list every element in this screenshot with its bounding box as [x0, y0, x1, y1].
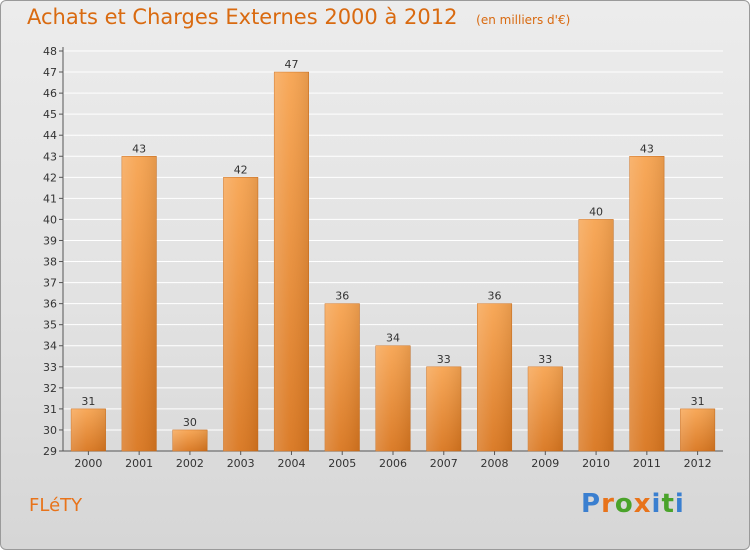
y-tick-label: 45 — [43, 108, 57, 121]
bar-shine-2008 — [477, 303, 512, 451]
x-tick-label-2000: 2000 — [74, 457, 102, 470]
bar-shine-2009 — [528, 366, 563, 451]
data-label-2007: 33 — [437, 353, 451, 366]
x-tick-label-2008: 2008 — [481, 457, 509, 470]
y-tick-label: 31 — [43, 403, 57, 416]
y-tick-label: 30 — [43, 424, 57, 437]
title-text: Achats et Charges Externes 2000 à 2012 — [27, 5, 458, 29]
logo-letter: P — [581, 489, 602, 519]
data-label-2008: 36 — [488, 290, 502, 303]
bar-chart: 29 30 31 32 33 34 35 36 37 38 39 40 41 42 43 44 45 46 47 48… — [43, 45, 723, 470]
x-tick-label-2007: 2007 — [430, 457, 458, 470]
data-label-2000: 31 — [81, 395, 95, 408]
logo-letter: x — [633, 489, 652, 519]
y-tick-label: 43 — [43, 150, 57, 163]
y-tick-label: 42 — [43, 171, 57, 184]
x-tick-label-2006: 2006 — [379, 457, 407, 470]
logo-letter: i — [674, 489, 685, 519]
x-tick-label-2005: 2005 — [328, 457, 356, 470]
y-tick-label: 33 — [43, 361, 57, 374]
bar-shine-2007 — [426, 366, 462, 451]
data-label-2005: 36 — [335, 290, 349, 303]
x-tick-label-2012: 2012 — [684, 457, 712, 470]
y-tick-label: 38 — [43, 256, 57, 269]
bar-shine-2004 — [274, 72, 309, 451]
x-tick-label-2004: 2004 — [277, 457, 305, 470]
data-label-2009: 33 — [538, 353, 552, 366]
y-tick-label: 34 — [43, 340, 57, 353]
axes: 29 30 31 32 33 34 35 36 37 38 39 40 41 42 43 44 45 46 47 48… — [43, 45, 723, 470]
bars — [70, 71, 716, 452]
y-tick-label: 36 — [43, 298, 57, 311]
bar-shine-2000 — [71, 408, 106, 451]
y-tick-label: 41 — [43, 192, 57, 205]
y-tick-label: 37 — [43, 277, 57, 290]
chart-subtitle: (en milliers d'€) — [476, 13, 571, 27]
bar-shine-2005 — [324, 303, 360, 451]
data-label-2003: 42 — [234, 163, 248, 176]
data-label-2006: 34 — [386, 332, 400, 345]
y-tick-label: 48 — [43, 45, 57, 58]
logo-letter: r — [601, 489, 615, 519]
bar-shine-2003 — [223, 177, 258, 451]
x-tick-label-2011: 2011 — [633, 457, 661, 470]
y-tick-label: 35 — [43, 319, 57, 332]
bar-shine-2010 — [578, 219, 614, 451]
logo-letter: t — [661, 489, 675, 519]
bar-shine-2011 — [629, 156, 665, 451]
y-tick-label: 46 — [43, 87, 57, 100]
data-labels: 31 43 30 42 47 36 34 33 36 33 40 43 31 — [81, 58, 704, 429]
chart-title: Achats et Charges Externes 2000 à 2012 (… — [27, 5, 570, 29]
commune-name: FLéTY — [29, 495, 83, 516]
data-label-2004: 47 — [284, 58, 298, 71]
bar-shine-2002 — [172, 429, 208, 451]
data-label-2012: 31 — [691, 395, 705, 408]
x-tick-label-2010: 2010 — [582, 457, 610, 470]
data-label-2011: 43 — [640, 142, 654, 155]
y-tick-label: 39 — [43, 234, 57, 247]
y-tick-label: 44 — [43, 129, 57, 142]
x-tick-label-2009: 2009 — [531, 457, 559, 470]
y-tick-label: 40 — [43, 213, 57, 226]
logo-letter: i — [651, 489, 662, 519]
y-tick-label: 32 — [43, 382, 57, 395]
data-label-2010: 40 — [589, 205, 603, 218]
data-label-2002: 30 — [183, 416, 197, 429]
bar-shine-2001 — [121, 156, 157, 451]
x-tick-label-2003: 2003 — [227, 457, 255, 470]
logo-letter: o — [614, 489, 634, 519]
y-tick-label: 47 — [43, 66, 57, 79]
x-tick-label-2002: 2002 — [176, 457, 204, 470]
x-tick-label-2001: 2001 — [125, 457, 153, 470]
bar-shine-2006 — [375, 345, 411, 451]
proxiti-logo: Proxiti — [581, 489, 685, 519]
bar-shine-2012 — [680, 408, 715, 451]
data-label-2001: 43 — [132, 142, 146, 155]
y-tick-label: 29 — [43, 445, 57, 458]
